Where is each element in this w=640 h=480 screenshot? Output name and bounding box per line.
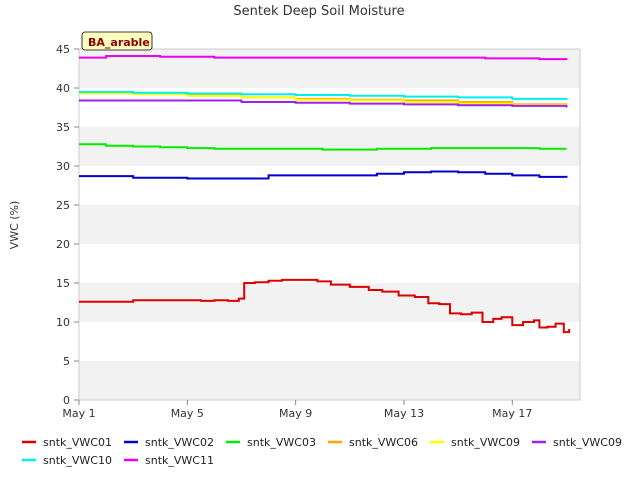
y-tick-label: 0 — [63, 394, 70, 407]
y-tick-label: 25 — [56, 199, 70, 212]
y-tick-label: 10 — [56, 316, 70, 329]
grid-band — [79, 205, 580, 244]
legend: sntk_VWC01 sntk_VWC02 sntk_VWC03 sntk_VWC06… — [22, 436, 622, 467]
series-line-sntk_vwc02 — [79, 170, 568, 180]
y-axis: 0 5 10 15 20 25 30 35 40 45 — [56, 43, 79, 407]
grid-band — [79, 283, 580, 322]
legend-item: sntk_VWC01 — [22, 436, 112, 449]
x-tick-label: May 9 — [279, 407, 312, 420]
y-tick-label: 35 — [56, 121, 70, 134]
series-line-sntk_vwc09 — [79, 99, 568, 108]
series-line-sntk_vwc01 — [79, 278, 571, 334]
x-tick-label: May 1 — [62, 407, 95, 420]
legend-label: sntk_VWC01 — [43, 436, 112, 449]
legend-label: sntk_VWC06 — [349, 436, 418, 449]
plot-area — [78, 48, 581, 401]
station-label: BA_arable — [88, 36, 150, 49]
legend-item: sntk_VWC02 — [124, 436, 214, 449]
legend-item: sntk_VWC06 — [328, 436, 418, 449]
y-tick-label: 45 — [56, 43, 70, 56]
y-axis-title: VWC (%) — [8, 201, 21, 250]
y-tick-label: 30 — [56, 160, 70, 173]
series-line-sntk_vwc03 — [79, 143, 567, 151]
y-tick-label: 15 — [56, 277, 70, 290]
legend-label: sntk_VWC02 — [145, 436, 214, 449]
grid-band — [79, 49, 580, 88]
legend-item: sntk_VWC03 — [226, 436, 316, 449]
series-lines — [79, 55, 571, 334]
chart-title: Sentek Deep Soil Moisture — [233, 4, 404, 19]
grid-band — [79, 166, 580, 205]
x-tick-label: May 17 — [492, 407, 532, 420]
legend-item: sntk_VWC09 — [430, 436, 520, 449]
series-line-sntk_vwc11 — [79, 55, 568, 61]
legend-item: sntk_VWC11 — [124, 454, 214, 467]
station-label-box: BA_arable — [81, 31, 153, 51]
legend-item: sntk_VWC09 — [532, 436, 622, 449]
y-tick-label: 40 — [56, 82, 70, 95]
legend-label: sntk_VWC10 — [43, 454, 112, 467]
grid-band — [79, 244, 580, 283]
y-tick-label: 20 — [56, 238, 70, 251]
x-tick-label: May 5 — [171, 407, 204, 420]
y-tick-label: 5 — [63, 355, 70, 368]
grid-bands — [79, 49, 580, 400]
x-tick-label: May 13 — [384, 407, 424, 420]
legend-label: sntk_VWC09 — [451, 436, 520, 449]
x-axis: May 1 May 5 May 9 May 13 May 17 — [62, 400, 532, 420]
legend-label: sntk_VWC11 — [145, 454, 214, 467]
grid-band — [79, 322, 580, 361]
legend-item: sntk_VWC10 — [22, 454, 112, 467]
series-line-sntk_vwc10 — [79, 90, 568, 100]
legend-label: sntk_VWC09 — [553, 436, 622, 449]
legend-label: sntk_VWC03 — [247, 436, 316, 449]
grid-band — [79, 361, 580, 400]
